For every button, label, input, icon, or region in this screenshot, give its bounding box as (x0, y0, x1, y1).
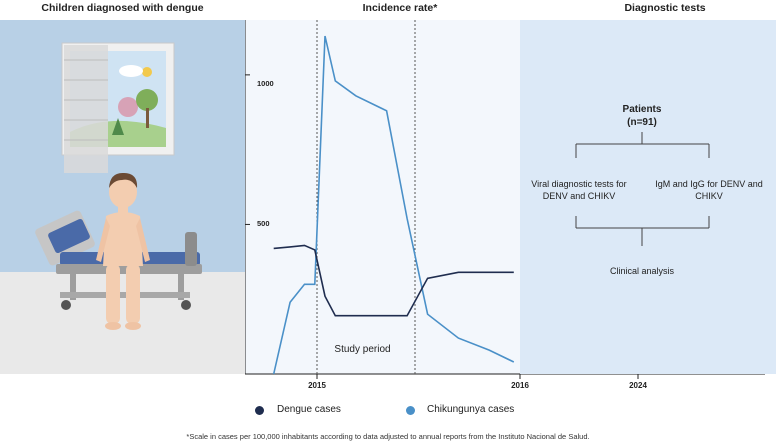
incidence-chart (245, 20, 520, 375)
child-figure-icon (96, 172, 150, 330)
window-blind (64, 45, 108, 173)
y-tick-label-1000: 1000 (257, 79, 274, 88)
hospital-room-illustration (0, 20, 245, 374)
footnote: *Scale in cases per 100,000 inhabitants … (186, 432, 590, 441)
diagnostic-flow-lines (575, 132, 710, 246)
branch-igm-igg: IgM and IgG for DENV and CHIKV (655, 179, 763, 201)
patients-title: Patients (622, 104, 662, 115)
legend-dengue-label: Dengue cases (277, 404, 341, 415)
study-period-label: Study period (334, 344, 391, 355)
legend: Dengue cases Chikungunya cases (255, 403, 585, 419)
legend-chikungunya-marker (406, 406, 415, 415)
illustration-panel (0, 20, 245, 374)
x-tick-label-2024: 2024 (629, 381, 647, 390)
patients-count: (n=91) (627, 117, 657, 128)
header-left: Children diagnosed with dengue (41, 2, 204, 14)
chikungunya-series-line (272, 35, 515, 375)
header-middle: Incidence rate* (362, 2, 438, 14)
y-tick-label-500: 500 (257, 219, 270, 228)
diagnostics-panel (520, 20, 776, 374)
header-right: Diagnostic tests (624, 2, 706, 14)
legend-chikungunya-label: Chikungunya cases (427, 404, 515, 415)
x-tick-label-2016: 2016 (511, 381, 529, 390)
legend-dengue-marker (255, 406, 264, 415)
hospital-bed-icon (35, 210, 202, 310)
dengue-series-line (273, 244, 514, 317)
x-axis-extension (316, 373, 765, 379)
branch-viral-tests: Viral diagnostic tests for DENV and CHIK… (531, 179, 627, 201)
floor (0, 272, 245, 374)
sun-icon (142, 67, 152, 77)
clinical-analysis: Clinical analysis (609, 266, 675, 276)
x-tick-label-2015: 2015 (308, 381, 326, 390)
